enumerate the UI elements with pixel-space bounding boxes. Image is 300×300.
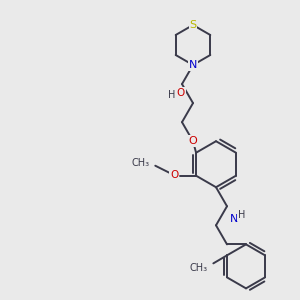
Text: O: O bbox=[170, 170, 178, 180]
Text: S: S bbox=[189, 20, 197, 30]
Text: O: O bbox=[177, 88, 185, 98]
Text: CH₃: CH₃ bbox=[189, 263, 207, 273]
Text: H: H bbox=[238, 210, 245, 220]
Text: H: H bbox=[168, 90, 175, 100]
Text: N: N bbox=[230, 214, 238, 224]
Text: CH₃: CH₃ bbox=[131, 158, 149, 168]
Text: N: N bbox=[189, 60, 197, 70]
Text: O: O bbox=[189, 136, 197, 146]
